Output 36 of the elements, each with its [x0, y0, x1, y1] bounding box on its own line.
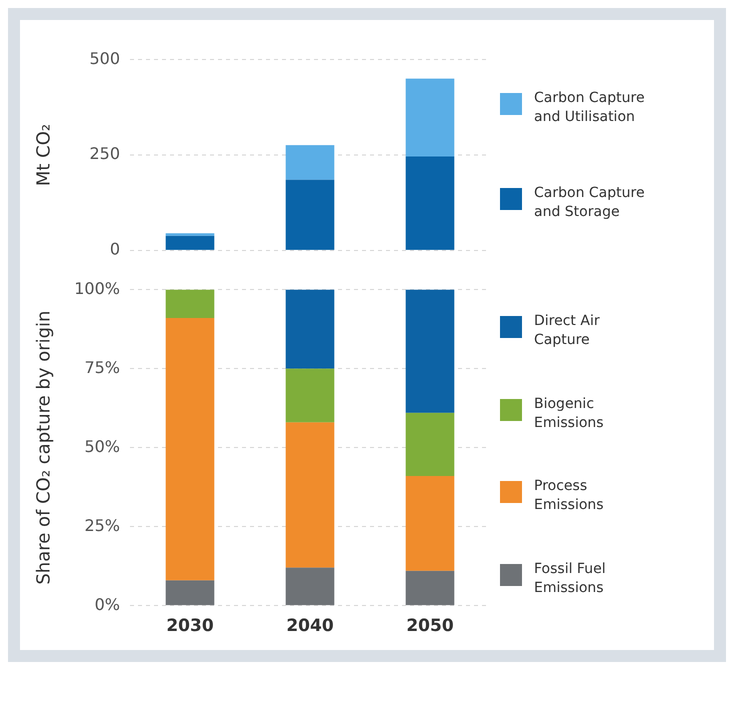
bar	[406, 290, 454, 413]
bar	[166, 580, 214, 606]
y-tick-label: 0%	[94, 594, 120, 614]
y-tick-label: 500	[89, 48, 120, 68]
y-tick-label: 25%	[84, 516, 120, 535]
legend-label: Process Emissions	[534, 477, 605, 516]
x-tick-label: 2050	[406, 616, 454, 636]
legend-label: Carbon Capture and Utilisation	[534, 88, 646, 126]
y-tick-label: 250	[89, 144, 120, 164]
bar	[286, 180, 334, 250]
y-axis-title: Mt CO₂	[33, 124, 54, 186]
y-tick-label: 100%	[74, 278, 120, 298]
legend-label: Biogenic Emissions	[534, 394, 605, 433]
bar	[286, 368, 334, 422]
bar	[406, 156, 454, 250]
legend-label: Direct Air Capture	[534, 312, 601, 350]
bar	[286, 422, 334, 568]
bar	[406, 78, 454, 157]
legend-label: Fossil Fuel Emissions	[534, 560, 607, 598]
x-tick-label: 2040	[286, 616, 334, 636]
y-tick-label: 50%	[84, 436, 120, 456]
y-tick-label: 0	[110, 240, 120, 259]
bar	[166, 233, 214, 236]
bar	[286, 290, 334, 369]
legend-label: Carbon Capture and Storage	[534, 184, 646, 222]
bar	[166, 318, 214, 580]
bar	[166, 236, 214, 250]
bar	[286, 568, 334, 606]
x-tick-label: 2030	[166, 616, 214, 636]
bar	[406, 412, 454, 476]
y-axis-title: Share of CO₂ capture by origin	[33, 310, 54, 585]
bar	[166, 290, 214, 318]
bar	[406, 570, 454, 606]
y-tick-label: 75%	[84, 358, 120, 377]
bar	[286, 145, 334, 180]
bar	[406, 476, 454, 571]
